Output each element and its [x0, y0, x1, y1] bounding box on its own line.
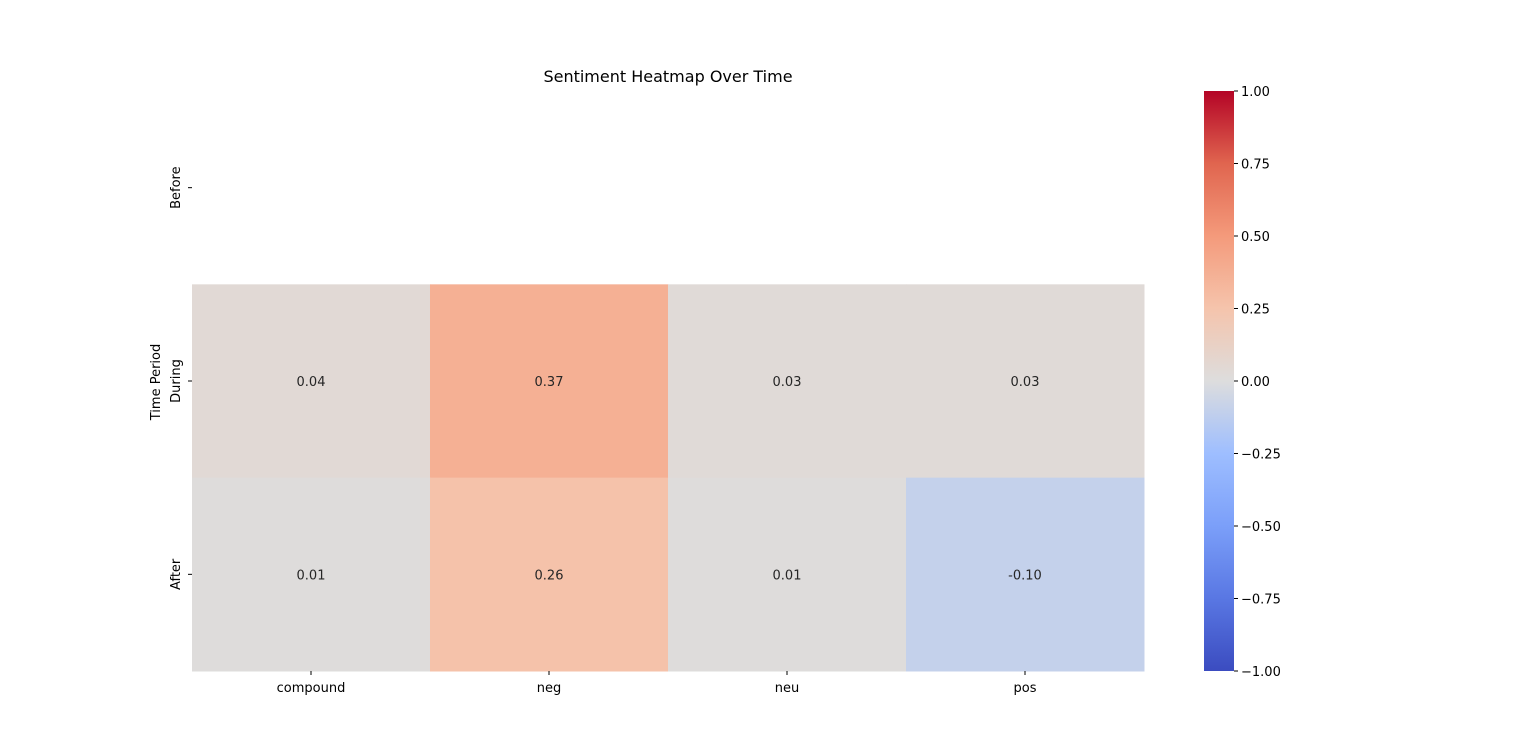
colorbar-tick-label: 0.50	[1241, 230, 1270, 245]
y-tick-label: Before	[169, 166, 184, 209]
heatmap-cell	[430, 284, 669, 479]
x-tick-label: pos	[1014, 681, 1037, 696]
cell-value-label: 0.03	[1011, 375, 1040, 390]
colorbar-tick-label: 1.00	[1241, 85, 1270, 100]
colorbar-gradient	[1204, 91, 1234, 671]
heatmap-cell	[668, 284, 907, 479]
colorbar-ticks: 1.00 0.75 0.50 0.25 0.00 −0.25 −0.50 −0.75 −1.00	[1234, 85, 1281, 680]
x-tick-label: neg	[537, 681, 562, 696]
y-axis-label: Time Period	[149, 344, 164, 421]
y-axis-ticks: Before During After	[169, 166, 192, 590]
colorbar-tick-label: 0.25	[1241, 303, 1270, 318]
heatmap-cell	[192, 477, 431, 672]
y-tick-label: During	[169, 359, 184, 403]
heatmap-cells: 0.04 0.37 0.03 0.03 0.01 0.26 0.01 -0.10	[192, 284, 1145, 672]
heatmap-cell	[906, 477, 1145, 672]
cell-value-label: 0.01	[297, 568, 326, 583]
x-tick-label: compound	[277, 681, 346, 696]
colorbar-tick-label: −0.25	[1241, 448, 1281, 463]
colorbar-tick-label: 0.00	[1241, 375, 1270, 390]
cell-value-label: 0.01	[773, 568, 802, 583]
colorbar-tick-label: 0.75	[1241, 158, 1270, 173]
cell-value-label: 0.37	[535, 375, 564, 390]
colorbar-tick-label: −0.50	[1241, 520, 1281, 535]
chart-title: Sentiment Heatmap Over Time	[543, 67, 792, 86]
cell-value-label: -0.10	[1008, 568, 1042, 583]
colorbar-tick-label: −1.00	[1241, 665, 1281, 680]
heatmap-cell	[906, 284, 1145, 479]
heatmap-cell	[430, 477, 669, 672]
x-tick-label: neu	[775, 681, 799, 696]
x-axis-ticks: compound neg neu pos	[277, 671, 1037, 696]
cell-value-label: 0.26	[535, 568, 564, 583]
heatmap-cell	[192, 284, 431, 479]
y-tick-label: After	[169, 558, 184, 590]
cell-value-label: 0.03	[773, 375, 802, 390]
colorbar-tick-label: −0.75	[1241, 593, 1281, 608]
colorbar: 1.00 0.75 0.50 0.25 0.00 −0.25 −0.50 −0.75 −1.00	[1204, 85, 1281, 680]
cell-value-label: 0.04	[297, 375, 326, 390]
heatmap-cell	[668, 477, 907, 672]
